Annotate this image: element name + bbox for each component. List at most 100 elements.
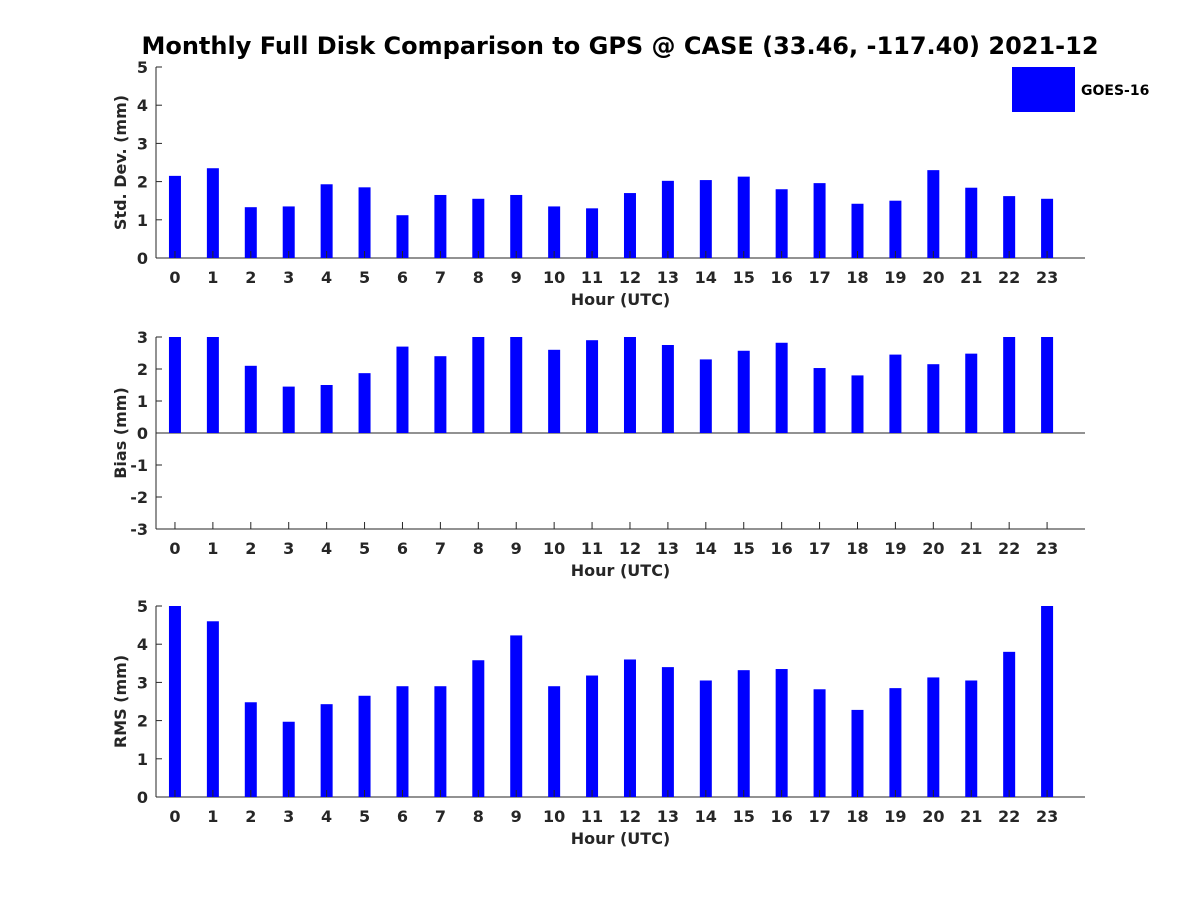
x-tick-label: 17 — [808, 539, 830, 558]
bar-hour-14 — [699, 680, 712, 797]
x-tick-label: 10 — [543, 539, 565, 558]
x-tick-label: 2 — [245, 539, 256, 558]
x-tick-label: 12 — [619, 807, 641, 826]
x-tick-label: 16 — [771, 539, 793, 558]
y-axis-label: Bias (mm) — [111, 387, 130, 479]
x-tick-label: 22 — [998, 268, 1020, 287]
x-tick-label: 18 — [846, 807, 868, 826]
x-axis-label: Hour (UTC) — [571, 290, 671, 309]
bar-hour-23 — [1041, 337, 1054, 433]
x-tick-label: 2 — [245, 268, 256, 287]
bar-hour-21 — [965, 187, 978, 258]
x-tick-label: 22 — [998, 807, 1020, 826]
bar-hour-19 — [889, 200, 902, 258]
bar-hour-10 — [548, 206, 561, 258]
x-tick-label: 0 — [169, 539, 180, 558]
y-tick-label: 5 — [137, 597, 148, 616]
bar-hour-3 — [282, 206, 295, 258]
bar-hour-14 — [699, 359, 712, 433]
bar-hour-15 — [737, 350, 750, 433]
x-tick-label: 7 — [435, 539, 446, 558]
x-tick-label: 5 — [359, 539, 370, 558]
x-tick-label: 7 — [435, 268, 446, 287]
y-tick-label: 2 — [137, 712, 148, 731]
x-tick-label: 15 — [733, 268, 755, 287]
x-tick-label: 20 — [922, 807, 944, 826]
y-tick-label: 2 — [137, 360, 148, 379]
bar-hour-15 — [737, 176, 750, 258]
x-tick-label: 5 — [359, 807, 370, 826]
x-axis-label: Hour (UTC) — [571, 829, 671, 848]
x-tick-label: 6 — [397, 807, 408, 826]
bar-hour-4 — [320, 385, 333, 433]
bar-hour-14 — [699, 180, 712, 258]
y-tick-label: 4 — [137, 96, 148, 115]
bar-hour-13 — [661, 667, 674, 797]
bar-hour-7 — [434, 686, 447, 797]
x-tick-label: 6 — [397, 539, 408, 558]
bar-hour-2 — [244, 207, 257, 258]
x-tick-label: 19 — [884, 807, 906, 826]
y-tick-label: -2 — [130, 488, 148, 507]
bar-hour-5 — [358, 695, 371, 797]
x-tick-label: 0 — [169, 268, 180, 287]
x-tick-label: 8 — [473, 539, 484, 558]
bar-hour-5 — [358, 187, 371, 258]
bar-hour-2 — [244, 365, 257, 433]
bar-hour-9 — [510, 337, 523, 433]
x-tick-label: 7 — [435, 807, 446, 826]
bar-hour-3 — [282, 721, 295, 797]
bar-hour-8 — [472, 198, 485, 258]
y-tick-label: 0 — [137, 249, 148, 268]
bar-hour-22 — [1003, 337, 1016, 433]
bar-hour-21 — [965, 680, 978, 797]
bar-hour-20 — [927, 170, 940, 258]
x-tick-label: 8 — [473, 268, 484, 287]
x-tick-label: 9 — [511, 539, 522, 558]
x-tick-label: 16 — [771, 268, 793, 287]
x-tick-label: 13 — [657, 539, 679, 558]
bar-hour-22 — [1003, 651, 1016, 797]
bar-hour-0 — [168, 337, 181, 433]
bar-hour-18 — [851, 709, 864, 797]
x-tick-label: 18 — [846, 539, 868, 558]
x-tick-label: 9 — [511, 268, 522, 287]
bar-hour-1 — [206, 621, 219, 797]
bar-hour-11 — [586, 340, 599, 433]
x-tick-label: 22 — [998, 539, 1020, 558]
bar-hour-21 — [965, 353, 978, 433]
x-tick-label: 21 — [960, 539, 982, 558]
bar-hour-11 — [586, 675, 599, 797]
legend-swatch — [1012, 67, 1075, 112]
bar-hour-13 — [661, 345, 674, 433]
legend-label: GOES-16 — [1081, 83, 1149, 99]
y-tick-label: 3 — [137, 328, 148, 347]
bar-hour-16 — [775, 669, 788, 797]
bar-hour-18 — [851, 375, 864, 433]
bar-hour-10 — [548, 686, 561, 797]
x-tick-label: 4 — [321, 807, 332, 826]
y-tick-label: 0 — [137, 424, 148, 443]
bar-hour-19 — [889, 354, 902, 433]
y-tick-label: 4 — [137, 635, 148, 654]
x-tick-label: 3 — [283, 268, 294, 287]
x-tick-label: 1 — [207, 807, 218, 826]
bar-hour-1 — [206, 337, 219, 433]
x-axis-label: Hour (UTC) — [571, 561, 671, 580]
x-tick-label: 11 — [581, 539, 603, 558]
x-tick-label: 10 — [543, 807, 565, 826]
x-tick-label: 19 — [884, 268, 906, 287]
x-tick-label: 4 — [321, 268, 332, 287]
bar-hour-4 — [320, 184, 333, 258]
x-tick-label: 18 — [846, 268, 868, 287]
x-tick-label: 12 — [619, 539, 641, 558]
x-tick-label: 23 — [1036, 268, 1058, 287]
bar-hour-17 — [813, 183, 826, 258]
bar-hour-23 — [1041, 198, 1054, 258]
x-tick-label: 14 — [695, 807, 717, 826]
x-tick-label: 4 — [321, 539, 332, 558]
x-tick-label: 1 — [207, 539, 218, 558]
x-tick-label: 5 — [359, 268, 370, 287]
x-tick-label: 17 — [808, 268, 830, 287]
